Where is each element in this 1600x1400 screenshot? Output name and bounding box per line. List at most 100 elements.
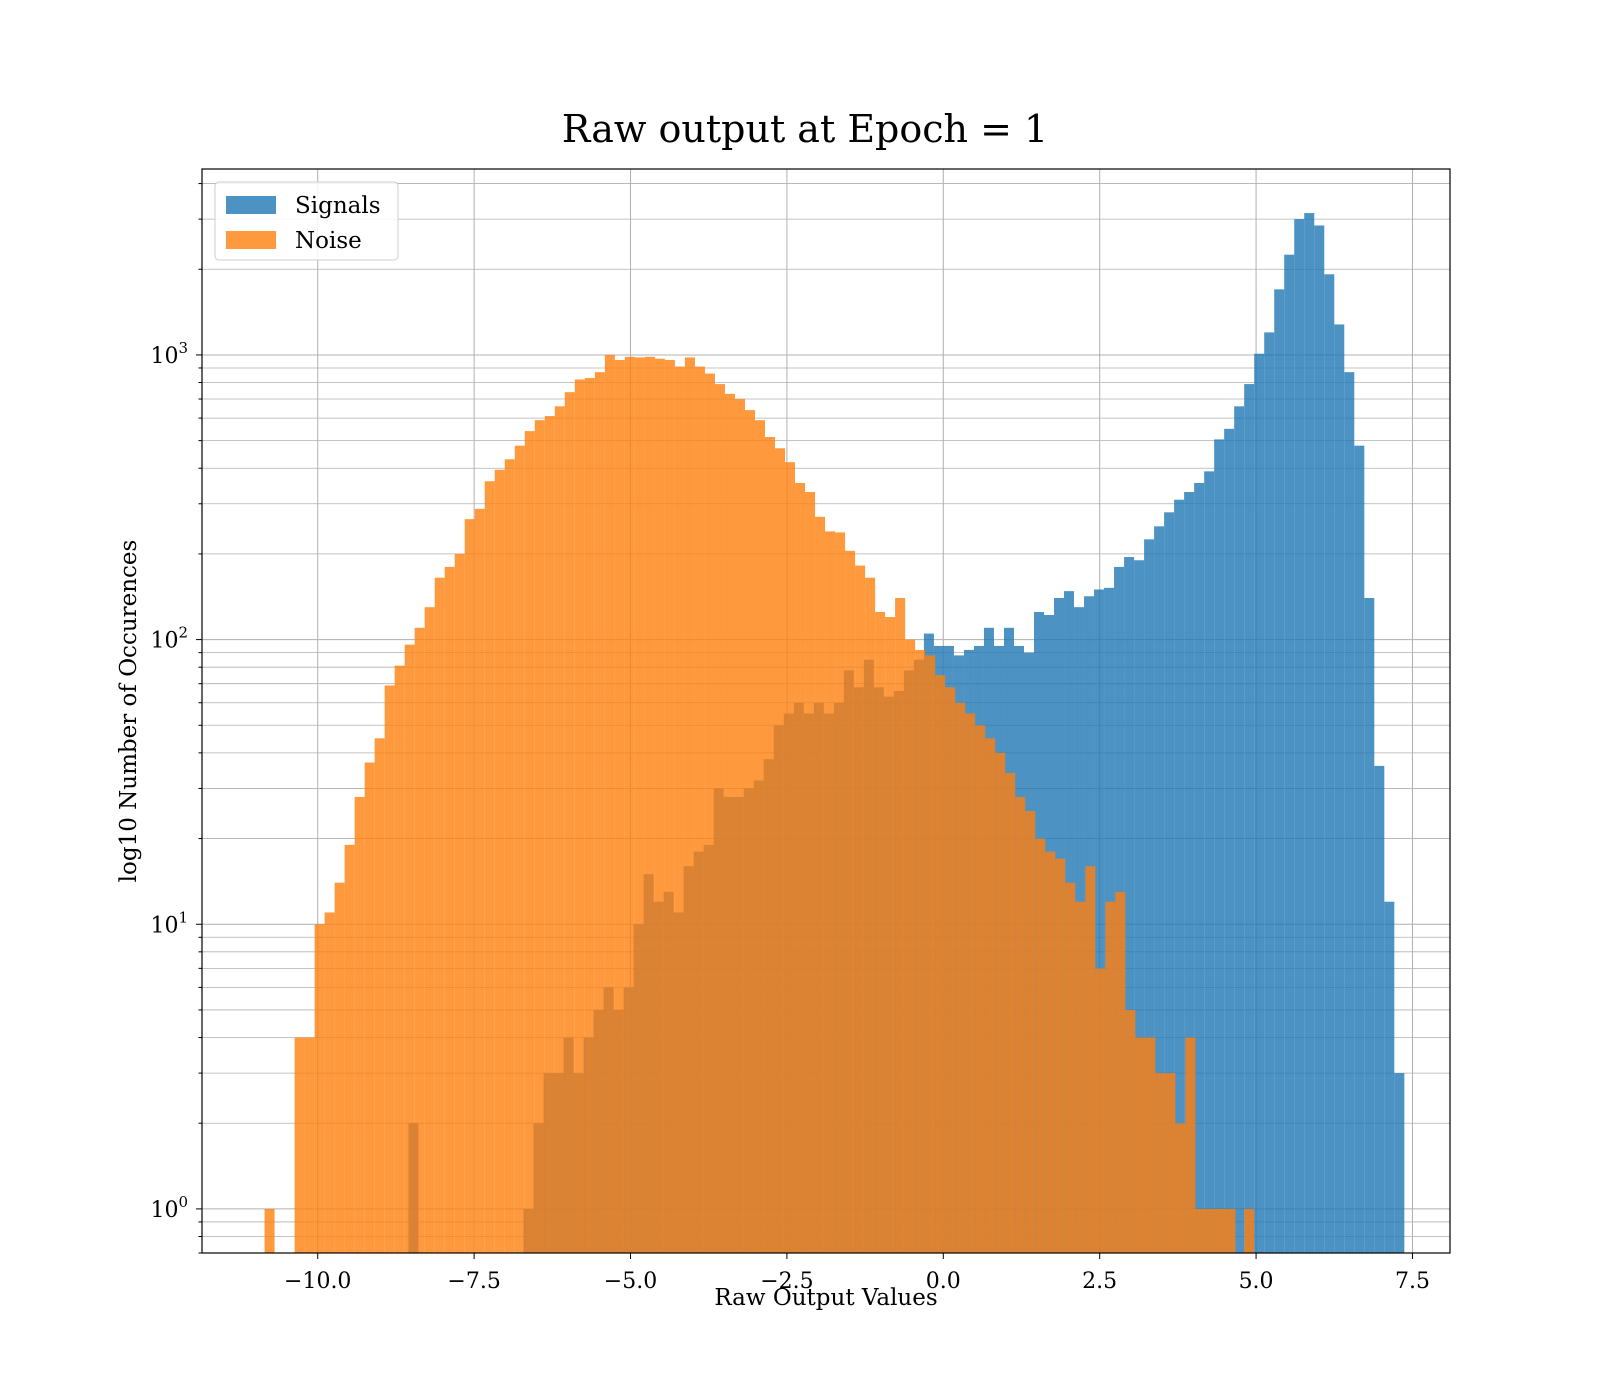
histogram-bar (1244, 384, 1255, 1253)
legend-label-noise: Noise (295, 228, 362, 254)
histogram-bar (1154, 526, 1165, 1253)
histogram-bar (855, 565, 866, 1253)
histogram-bar (825, 531, 836, 1253)
histogram-bar (704, 373, 715, 1253)
histogram-bar (1284, 254, 1295, 1253)
x-tick-label: 5.0 (1239, 1269, 1274, 1294)
histogram-bar (674, 366, 685, 1253)
histogram-bar (544, 416, 555, 1253)
histogram-bar (1065, 882, 1076, 1253)
y-tick-label: 102 (150, 624, 188, 654)
histogram-bar (1384, 901, 1395, 1253)
histogram-bar (1144, 539, 1155, 1253)
histogram-bar (334, 882, 345, 1253)
histogram-bar (574, 379, 585, 1253)
histogram-bar (384, 685, 395, 1253)
y-tick-label: 100 (150, 1193, 188, 1223)
histogram-bar (354, 796, 365, 1253)
histogram-bar (1124, 557, 1135, 1253)
histogram-bar (1374, 765, 1385, 1253)
histogram-bar (694, 366, 705, 1253)
histogram-bar (554, 406, 565, 1253)
histogram-bar (564, 392, 575, 1253)
histogram-bar (1045, 851, 1056, 1253)
histogram-bar (805, 491, 816, 1253)
histogram-bar (1334, 324, 1345, 1254)
histogram-bar (935, 675, 946, 1253)
histogram-bar (1264, 332, 1275, 1253)
histogram-bar (1254, 353, 1265, 1253)
x-tick-label: 2.5 (1082, 1269, 1117, 1294)
histogram-bar (1324, 274, 1335, 1253)
histogram-bar (1055, 858, 1066, 1253)
histogram-bar (594, 372, 605, 1253)
histogram-bar (624, 356, 635, 1253)
histogram-bar (434, 577, 445, 1253)
histogram-bar (344, 844, 355, 1253)
histogram-bar (654, 358, 665, 1253)
histogram-bar (324, 912, 335, 1253)
histogram-bar (514, 445, 525, 1254)
histogram-bar (1215, 1208, 1226, 1253)
histogram-bar (1035, 838, 1046, 1253)
x-tick-label: −7.5 (447, 1269, 500, 1294)
histogram-bar (754, 420, 766, 1254)
y-axis-label: log10 Number of Occurences (116, 540, 142, 883)
histogram-bar (1165, 1073, 1176, 1253)
histogram-bar (1025, 810, 1036, 1253)
histogram-bar (1174, 499, 1185, 1253)
histogram-bar (1354, 445, 1365, 1254)
histogram-bar (424, 607, 435, 1253)
histogram-bar (1205, 1208, 1216, 1253)
histogram-bar (775, 448, 786, 1253)
histogram-bar (444, 566, 455, 1253)
histogram-bar (264, 1208, 275, 1253)
histogram-bar (644, 356, 655, 1253)
axis-ticks: −10.0 −7.5 −5.0 −2.5 0.0 2.5 5.0 7.5 100 101 102 10… (150, 183, 1430, 1294)
chart-title: Raw output at Epoch = 1 (562, 107, 1048, 151)
histogram-bar (604, 354, 615, 1253)
histogram-bar (1244, 1208, 1255, 1253)
histogram-bar (845, 550, 856, 1253)
histogram-bar (734, 399, 745, 1254)
histogram-bar (684, 357, 695, 1253)
histogram-bar (1304, 213, 1315, 1254)
histogram-bar (1224, 428, 1235, 1253)
histogram-bar (815, 516, 826, 1253)
histogram-bar (714, 384, 725, 1253)
histogram-bar (314, 924, 325, 1253)
histogram-bar (494, 469, 505, 1253)
x-tick-label: −2.5 (760, 1269, 813, 1294)
histogram-bar (664, 359, 675, 1253)
histogram-bar (1015, 796, 1026, 1253)
histogram-bar (975, 725, 986, 1253)
histogram-bar (634, 357, 645, 1253)
histogram-bar (534, 420, 545, 1254)
histogram-bar (304, 1037, 315, 1253)
histogram-bar (504, 459, 515, 1253)
histogram-bar (905, 639, 916, 1253)
histogram-bar (374, 738, 385, 1253)
histogram-bar (995, 752, 1006, 1253)
x-tick-label: −5.0 (604, 1269, 657, 1294)
histogram-bar (1185, 1037, 1196, 1253)
histogram-bar (1234, 406, 1245, 1253)
histogram-bar (744, 410, 755, 1253)
histogram-bar (1105, 901, 1116, 1253)
histogram-bar (1115, 891, 1126, 1253)
histogram-bar (1194, 482, 1205, 1253)
series-noise (264, 354, 1255, 1254)
histogram-bar (1075, 901, 1086, 1253)
x-tick-label: 7.5 (1395, 1269, 1430, 1294)
histogram-bar (1134, 560, 1145, 1253)
histogram-bar (394, 665, 405, 1253)
histogram-bar (1214, 439, 1225, 1253)
histogram-bar (785, 462, 796, 1253)
histogram-bar (965, 713, 976, 1253)
histogram-bar (865, 577, 876, 1253)
histogram-bar (795, 482, 806, 1253)
histogram-bar (1175, 1123, 1186, 1253)
histogram-bar (614, 359, 625, 1253)
histogram-bar (1184, 491, 1195, 1253)
histogram-bar (484, 481, 495, 1253)
